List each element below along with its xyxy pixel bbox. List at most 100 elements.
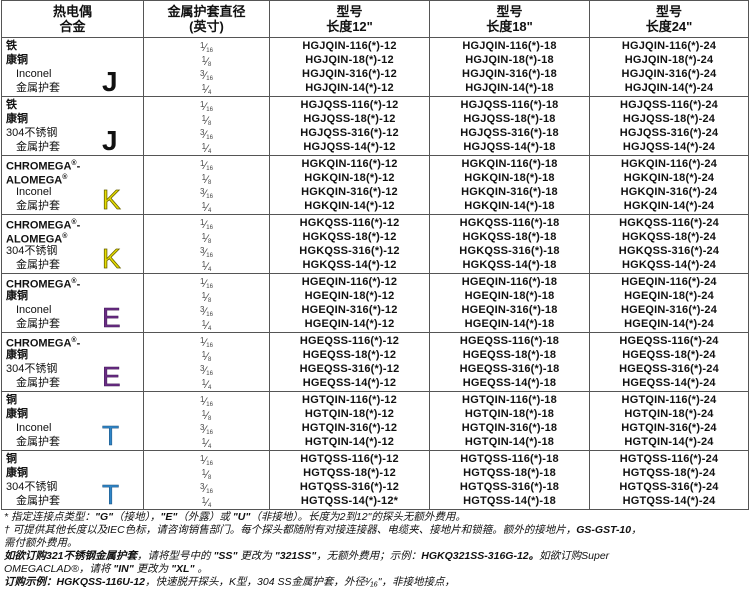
model-number: HGKQIN-18(*)-24: [623, 172, 715, 184]
model-number: HGEQSS-18(*)-18: [462, 349, 557, 361]
slash: ⁄: [204, 42, 207, 54]
diameter-value: 1⁄4: [144, 81, 269, 96]
footnote-text: "IN": [113, 563, 134, 575]
thermocouple-model-table: 热电偶 合金 金属护套直径 (英寸) 型号 长度12" 型号 长度18" 型号 长度24"…: [1, 0, 749, 510]
model-number: HGJQIN-14(*)-12: [305, 82, 394, 94]
denominator: 4: [207, 90, 212, 96]
alloy-cell: CHROMEGA®- 康铜 Inconel 金属护套 E: [1, 273, 144, 333]
slash: ⁄: [206, 410, 208, 422]
model-number: HGJQSS-316(*)-24: [619, 127, 719, 139]
numerator: 1: [200, 277, 205, 286]
header-line: (英寸): [189, 19, 224, 34]
model-number: HGKQIN-316(*)-18: [461, 186, 558, 198]
diameter-value: 1⁄16: [144, 39, 269, 54]
model-number: HGJQSS-14(*)-12: [303, 141, 396, 153]
model-number: HGJQIN-316(*)-18: [462, 68, 557, 80]
model-cell-18: HGEQSS-116(*)-18 HGEQSS-18(*)-18 HGEQSS-31…: [429, 332, 590, 392]
model-number: HGJQIN-116(*)-12: [302, 40, 397, 52]
header-alloy: 热电偶 合金: [1, 0, 144, 38]
fraction: 1⁄8: [202, 291, 212, 304]
model-number: HGJQIN-14(*)-24: [624, 82, 714, 94]
model-cell-24: HGKQSS-116(*)-24 HGKQSS-18(*)-24 HGKQSS-31…: [589, 214, 749, 274]
diameter-value: 1⁄4: [144, 199, 269, 214]
footnote-text: 需付额外费用。: [4, 537, 78, 549]
alloy-cell: 铁康铜 304不锈钢 金属护套 J: [1, 96, 144, 156]
model-number: HGTQSS-18(*)-18: [463, 467, 556, 479]
table-row: CHROMEGA®- ALOMEGA® 304不锈钢 金属护套 K 1⁄16 1⁄8 3⁄16…: [1, 214, 749, 274]
alloy-line: 金属护套: [16, 259, 60, 271]
denominator: 16: [206, 343, 213, 349]
footnote-line: 如欲订购321不锈钢金属护套，请将型号中的 "SS" 更改为 "321SS"，无…: [4, 550, 746, 563]
model-number: HGKQSS-14(*)-18: [462, 259, 557, 271]
footnote-line: OMEGACLAD®，请将 "IN" 更改为 "XL" 。: [4, 563, 746, 576]
model-cell-18: HGKQSS-116(*)-18 HGKQSS-18(*)-18 HGKQSS-31…: [429, 214, 590, 274]
fraction: 1⁄4: [202, 437, 212, 450]
sheath-diameter-cell: 1⁄16 1⁄8 3⁄16 1⁄4: [143, 96, 270, 156]
thermocouple-type-letter: E: [102, 302, 121, 333]
model-number: HGEQIN-116(*)-24: [621, 276, 717, 288]
diameter-value: 1⁄8: [144, 407, 269, 422]
model-number: HGKQSS-316(*)-12: [299, 245, 400, 257]
denominator: 16: [206, 430, 213, 436]
diameter-value: 1⁄16: [144, 452, 269, 467]
model-number: HGEQIN-18(*)-18: [464, 290, 555, 302]
footnote-text: 更改为: [237, 550, 275, 562]
fraction: 3⁄16: [200, 364, 213, 377]
diameter-value: 1⁄4: [144, 494, 269, 509]
diameter-value: 1⁄4: [144, 435, 269, 450]
model-number: HGEQSS-116(*)-12: [299, 335, 400, 347]
alloy-line: Inconel: [16, 68, 52, 80]
registered-mark: ®: [71, 160, 77, 167]
model-cell-12: HGEQIN-116(*)-12 HGEQIN-18(*)-12 HGEQIN-31…: [269, 273, 430, 333]
fraction: 1⁄16: [200, 277, 213, 290]
model-number: HGTQIN-14(*)-12: [304, 436, 395, 448]
model-number: HGJQSS-14(*)-18: [463, 141, 556, 153]
fraction: 1⁄4: [202, 201, 212, 214]
slash: ⁄: [206, 320, 208, 332]
footnote-text: 更改为: [133, 563, 172, 575]
model-number: HGEQIN-316(*)-18: [461, 304, 558, 316]
alloy-line: CHROMEGA®-: [6, 337, 81, 350]
sheath-diameter-cell: 1⁄16 1⁄8 3⁄16 1⁄4: [143, 37, 270, 97]
alloy-line: 金属护套: [16, 436, 60, 448]
denominator: 16: [206, 371, 213, 377]
footnote-text: "U": [232, 511, 251, 523]
model-number: HGJQIN-116(*)-18: [462, 40, 557, 52]
fraction: 3⁄16: [200, 305, 213, 318]
model-number: HGKQIN-18(*)-18: [464, 172, 555, 184]
model-number: HGJQSS-18(*)-12: [303, 113, 396, 125]
alloy-line: 康铜: [6, 349, 28, 361]
model-number: HGTQSS-18(*)-12: [303, 467, 396, 479]
footnote-text: 如欲订购321不锈钢金属护套: [4, 550, 138, 562]
slash: ⁄: [206, 174, 208, 186]
model-number: HGJQSS-18(*)-18: [463, 113, 556, 125]
model-number: HGJQSS-316(*)-18: [460, 127, 559, 139]
slash: ⁄: [204, 424, 207, 436]
denominator: 16: [206, 284, 213, 290]
model-number: HGKQIN-316(*)-24: [620, 186, 718, 198]
model-number: HGKQIN-116(*)-24: [620, 158, 718, 170]
model-cell-18: HGJQIN-116(*)-18 HGJQIN-18(*)-18 HGJQIN-31…: [429, 37, 590, 97]
model-cell-12: HGEQSS-116(*)-12 HGEQSS-18(*)-12 HGEQSS-31…: [269, 332, 430, 392]
model-number: HGTQIN-116(*)-18: [462, 394, 557, 406]
footnote-text: "XL": [171, 563, 195, 575]
diameter-value: 1⁄8: [144, 171, 269, 186]
diameter-value: 1⁄16: [144, 157, 269, 172]
diameter-value: 1⁄8: [144, 112, 269, 127]
alloy-line: 金属护套: [16, 82, 60, 94]
slash: ⁄: [204, 247, 207, 259]
denominator: 4: [207, 503, 212, 509]
fraction: 1⁄16: [200, 336, 213, 349]
model-number: HGJQIN-116(*)-24: [621, 40, 717, 52]
numerator: 1: [201, 260, 207, 269]
denominator: 16: [206, 166, 213, 172]
model-number: HGTQIN-14(*)-24: [624, 436, 714, 448]
numerator: 3: [200, 364, 205, 373]
numerator: 1: [201, 173, 207, 182]
slash: ⁄: [204, 306, 207, 318]
model-number: HGKQSS-18(*)-24: [621, 231, 717, 243]
alloy-line: 康铜: [6, 467, 28, 479]
alloy-line: 康铜: [6, 113, 28, 125]
model-number: HGKQIN-116(*)-18: [461, 158, 558, 170]
denominator: 4: [207, 385, 212, 391]
